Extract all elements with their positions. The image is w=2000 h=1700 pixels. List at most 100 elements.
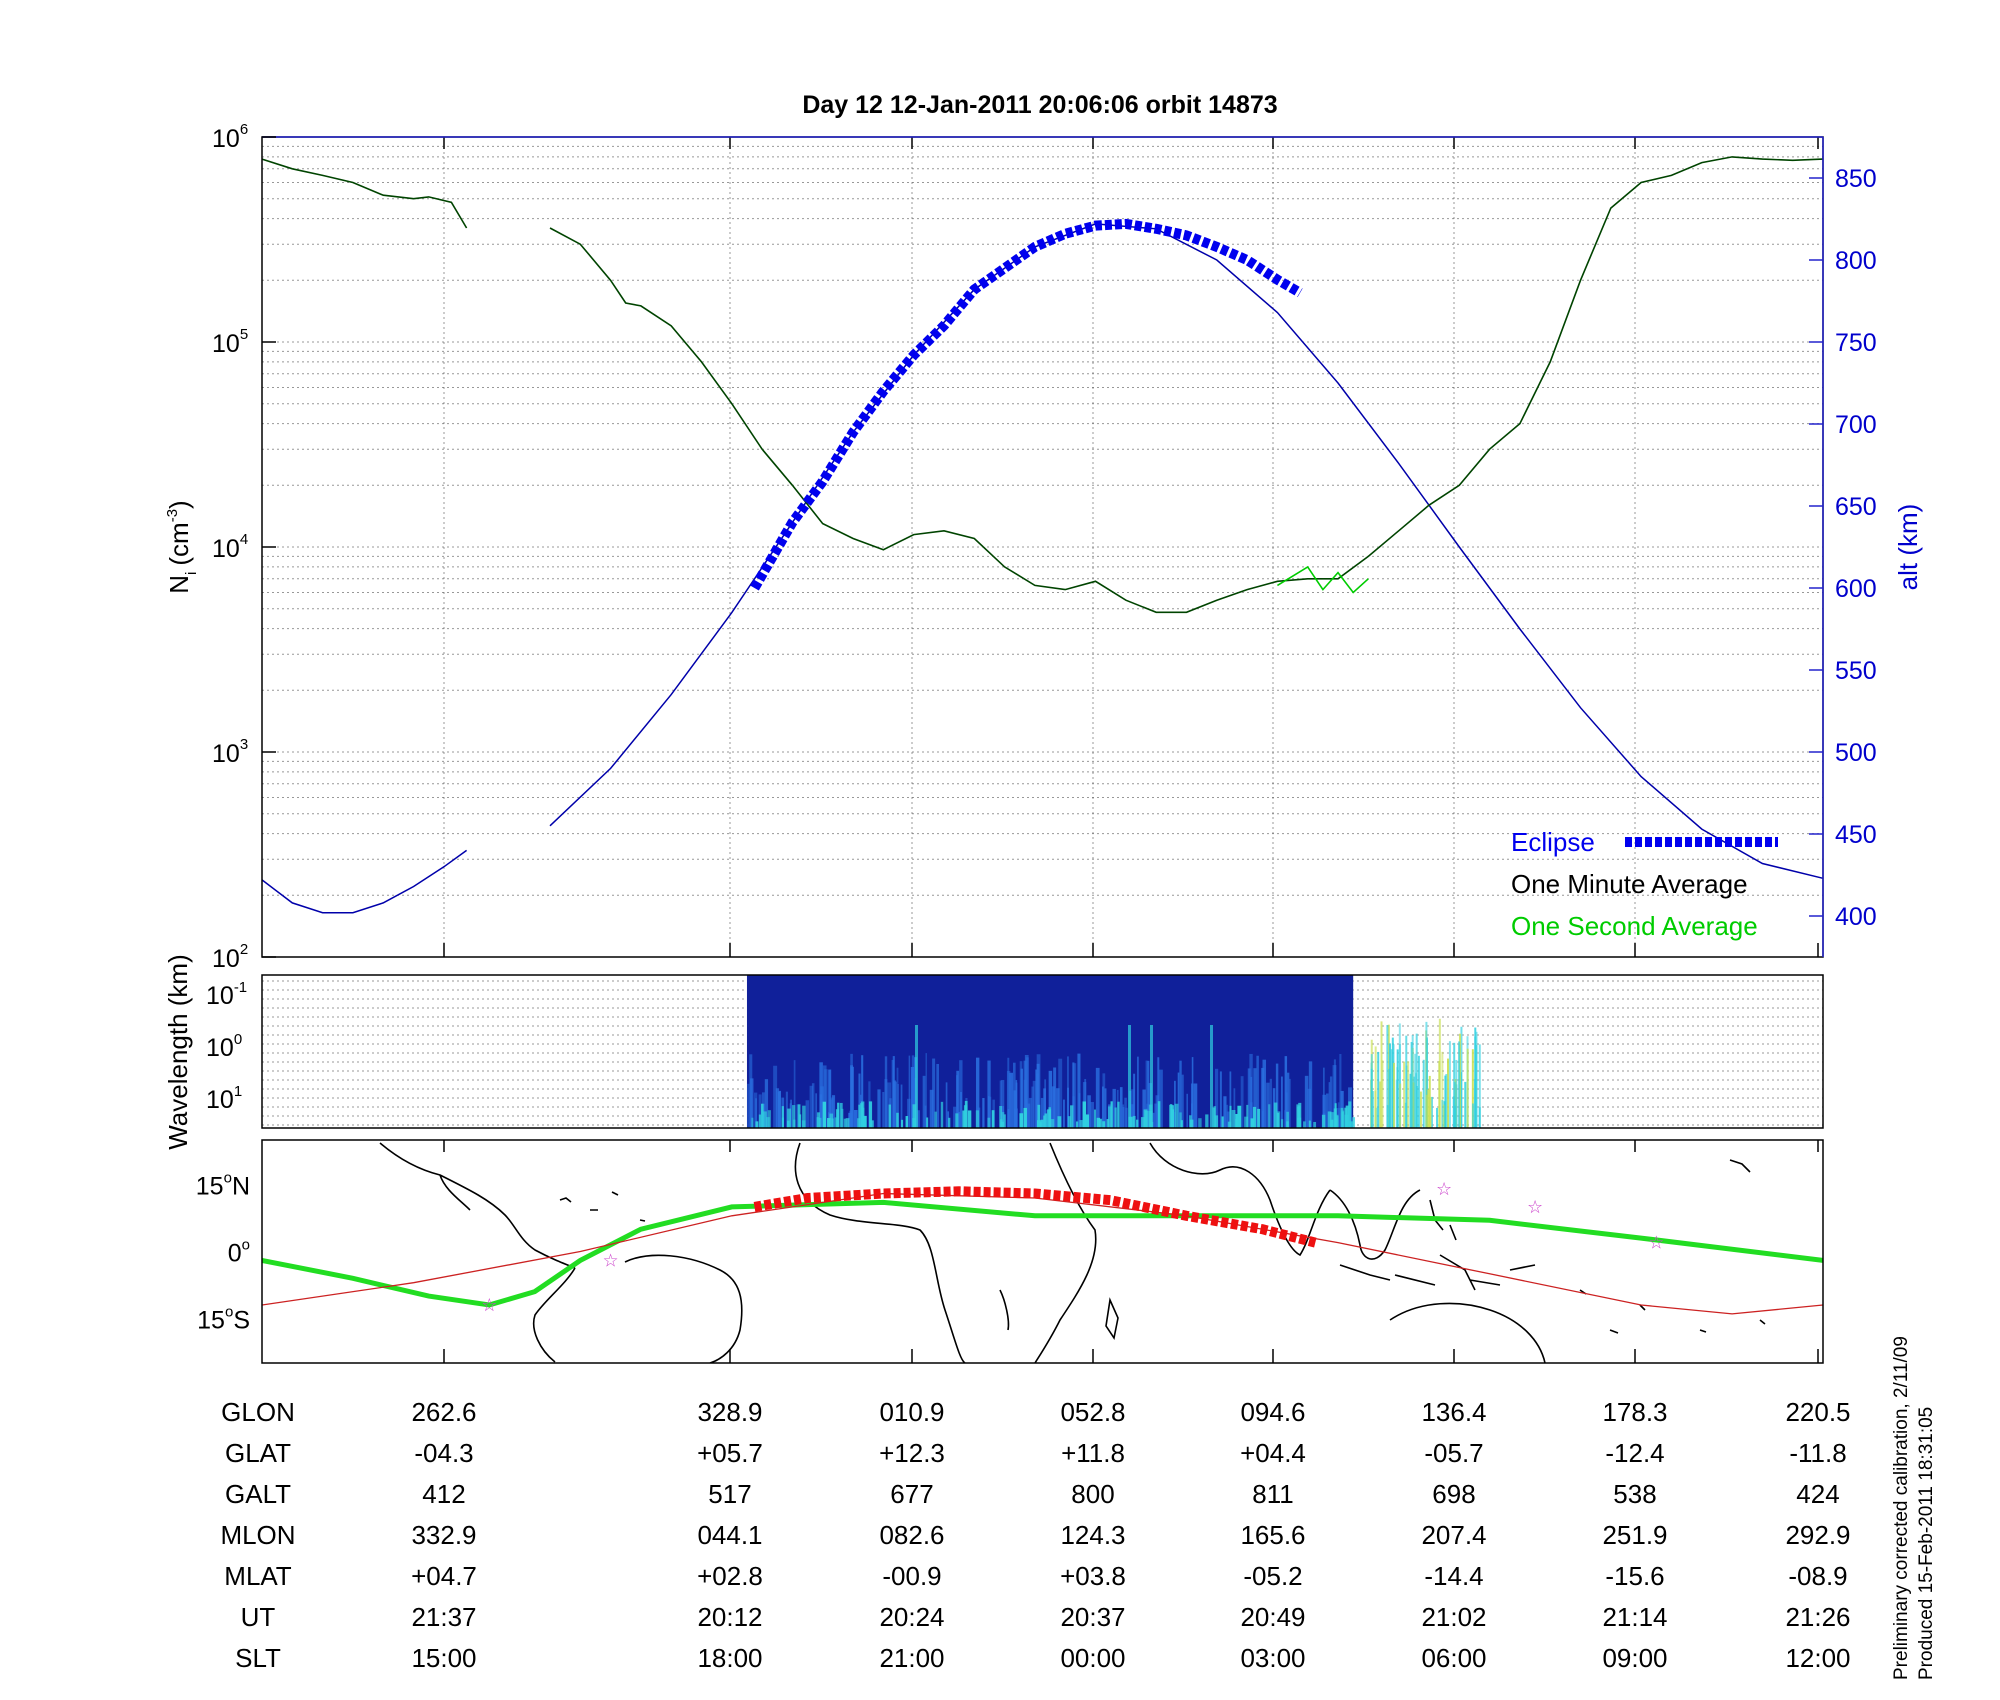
spectrogram-streak bbox=[896, 1067, 899, 1128]
spectrogram-low-band bbox=[781, 1106, 784, 1128]
table-cell: 21:14 bbox=[1602, 1602, 1667, 1632]
spectrogram-low-band bbox=[940, 1101, 944, 1128]
table-cell: 12:00 bbox=[1785, 1643, 1850, 1673]
spectrogram-active bbox=[1464, 1081, 1467, 1128]
spectrogram-low-band bbox=[1117, 1101, 1120, 1128]
spectrogram-streak bbox=[777, 1091, 781, 1128]
map-tracks: ☆ ☆ ☆ ☆ ☆ bbox=[262, 1179, 1823, 1315]
spectrogram-streak bbox=[1072, 1062, 1075, 1128]
spectrogram-streak bbox=[793, 1060, 796, 1128]
magnetic-equator-line bbox=[262, 1199, 1823, 1308]
table-cell: 082.6 bbox=[879, 1520, 944, 1550]
spectrogram-low-band bbox=[839, 1102, 843, 1128]
table-cell: 517 bbox=[708, 1479, 751, 1509]
table-cell: +02.8 bbox=[697, 1561, 763, 1591]
spectrogram-active bbox=[1471, 1103, 1474, 1128]
table-cell: 21:37 bbox=[411, 1602, 476, 1632]
spectrogram-low-band bbox=[751, 1117, 754, 1128]
spectrogram-active bbox=[1399, 1083, 1402, 1128]
altitude-line bbox=[261, 849, 468, 914]
spectrogram-active bbox=[1390, 1049, 1393, 1128]
spectrogram-active bbox=[1371, 1090, 1374, 1128]
spectrogram-streak bbox=[1145, 1060, 1148, 1128]
spectrogram-low-band bbox=[967, 1110, 972, 1128]
spectrogram-low-band bbox=[1179, 1112, 1182, 1128]
spectrogram-low-band bbox=[1257, 1108, 1261, 1128]
table-cell: +12.3 bbox=[879, 1438, 945, 1468]
spectrogram-low-band bbox=[761, 1103, 764, 1128]
spectrogram-low-band bbox=[1180, 1120, 1183, 1128]
spectrogram-low-band bbox=[1037, 1104, 1041, 1128]
altitude-y-label: alt (km) bbox=[1893, 504, 1923, 591]
spectrogram-low-band bbox=[987, 1117, 991, 1128]
degree-mark: o bbox=[242, 1237, 250, 1254]
table-cell: -14.4 bbox=[1424, 1561, 1483, 1591]
coastline bbox=[379, 1142, 576, 1269]
spectrogram-low-band bbox=[1303, 1121, 1306, 1128]
spectrogram-low-band bbox=[1144, 1110, 1149, 1128]
table-cell: 207.4 bbox=[1421, 1520, 1486, 1550]
table-cell: 251.9 bbox=[1602, 1520, 1667, 1550]
spectrogram-streak bbox=[987, 1060, 991, 1128]
spectrogram-active bbox=[1443, 1104, 1446, 1128]
legend: Eclipse One Minute Average One Second Aver… bbox=[1511, 827, 1778, 941]
table-cell: 332.9 bbox=[411, 1520, 476, 1550]
table-row-label: MLON bbox=[220, 1520, 295, 1550]
spectrogram-active bbox=[1396, 1067, 1399, 1128]
spectrogram-streak bbox=[1307, 1088, 1312, 1128]
spectrogram-streak bbox=[1253, 1068, 1257, 1128]
table-cell: 698 bbox=[1432, 1479, 1475, 1509]
coastline bbox=[1329, 1189, 1421, 1260]
spectrogram-low-band bbox=[1106, 1119, 1110, 1128]
spectrogram-streak bbox=[1142, 1089, 1146, 1128]
density-y-tick-label: 103 bbox=[212, 736, 248, 768]
tick-base: 10 bbox=[212, 740, 240, 768]
altitude-y-tick-label: 650 bbox=[1835, 493, 1877, 521]
spectrogram-low-band bbox=[1170, 1109, 1175, 1128]
spectrogram-streak bbox=[1280, 1076, 1283, 1128]
spectrogram-streak bbox=[819, 1094, 823, 1128]
spectrogram-low-band bbox=[1040, 1119, 1044, 1128]
spectrogram-streak bbox=[1119, 1087, 1123, 1128]
spectrogram-streak bbox=[1289, 1078, 1291, 1128]
spectrogram-active bbox=[1436, 1107, 1439, 1128]
table-cell: 165.6 bbox=[1240, 1520, 1305, 1550]
magnetic-star-marker: ☆ bbox=[1436, 1179, 1452, 1199]
spectrogram-streak bbox=[1077, 1053, 1081, 1128]
spectrogram-streak bbox=[959, 1060, 963, 1128]
coastline bbox=[533, 1267, 576, 1363]
coastline bbox=[794, 1142, 966, 1363]
spectrogram-low-band bbox=[791, 1105, 796, 1128]
spectrogram-low-band bbox=[1298, 1102, 1302, 1128]
spectrogram-streak bbox=[1130, 1104, 1135, 1128]
table-cell: 09:00 bbox=[1602, 1643, 1667, 1673]
spectrogram-active bbox=[1370, 1054, 1373, 1128]
spectrogram-streak bbox=[884, 1056, 888, 1128]
table-cell: 328.9 bbox=[697, 1397, 762, 1427]
spectrogram-active bbox=[1429, 1097, 1432, 1128]
spectrogram-low-band bbox=[1023, 1107, 1027, 1128]
spectrogram-streak bbox=[1159, 1069, 1163, 1128]
spectrogram-low-band bbox=[1019, 1113, 1024, 1128]
spectrogram-low-band bbox=[1082, 1101, 1087, 1128]
spectrogram-streak bbox=[945, 1082, 948, 1128]
spectrogram-active bbox=[1379, 1081, 1382, 1128]
spectrogram-streak bbox=[975, 1057, 980, 1128]
spectrogram-low-band bbox=[962, 1110, 966, 1128]
spectrogram-streak bbox=[1247, 1068, 1251, 1128]
spectrogram-streak bbox=[1328, 1082, 1331, 1128]
spectrogram-streak bbox=[936, 1063, 940, 1128]
spectrogram-streak bbox=[882, 1091, 885, 1128]
spectrogram-streak bbox=[1256, 1055, 1259, 1128]
spectrogram-low-band bbox=[1349, 1121, 1354, 1128]
spectrogram-y-tick-label: 100 bbox=[206, 1031, 242, 1062]
table-row-label: UT bbox=[241, 1602, 276, 1632]
spectrogram-active bbox=[1377, 1051, 1380, 1128]
spectrogram-active bbox=[1380, 1021, 1383, 1128]
spectrogram-streak bbox=[1262, 1111, 1264, 1128]
spectrogram-streak bbox=[1152, 1112, 1155, 1128]
table-cell: -08.9 bbox=[1788, 1561, 1847, 1591]
spectrogram-low-band bbox=[1079, 1120, 1083, 1128]
